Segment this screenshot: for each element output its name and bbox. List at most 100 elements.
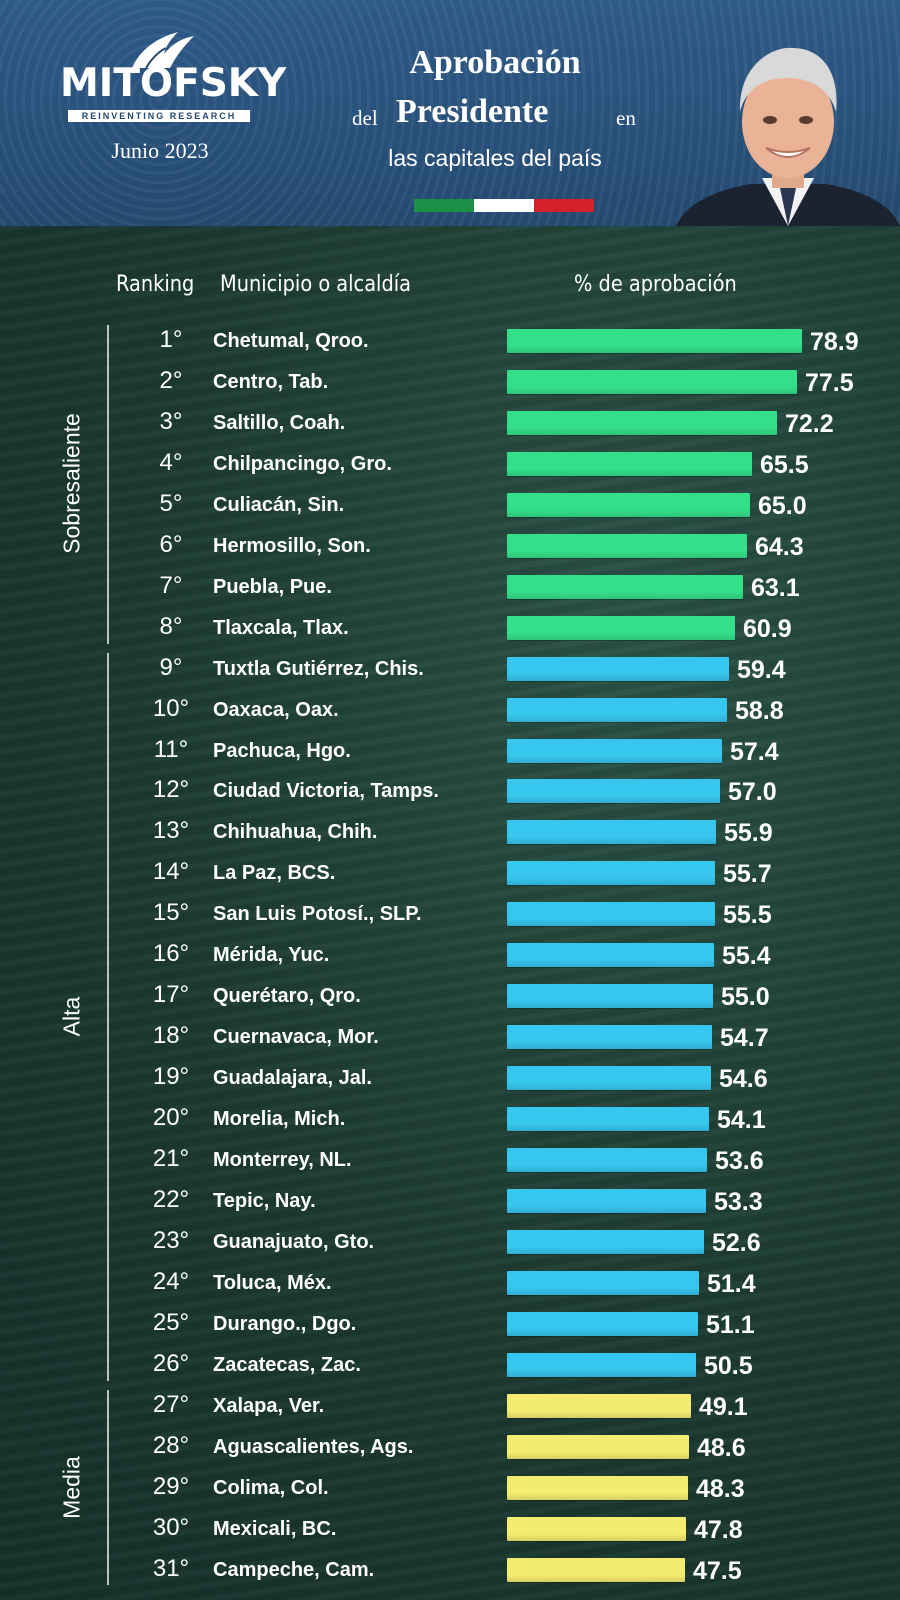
approval-bar: [507, 1557, 685, 1582]
rank-label: 27°: [152, 1390, 190, 1418]
approval-bar: [507, 943, 714, 968]
approval-value: 77.5: [805, 368, 854, 397]
rank-label: 9°: [159, 653, 183, 681]
municipio-label: Pachuca, Hgo.: [213, 739, 351, 762]
approval-value: 54.7: [720, 1024, 769, 1053]
municipio-label: La Paz, BCS.: [213, 862, 336, 885]
municipio-label: Chetumal, Qroo.: [213, 330, 369, 352]
approval-bar: [507, 1188, 706, 1213]
rank-label: 25°: [152, 1308, 190, 1336]
municipio-label: Puebla, Pue.: [213, 575, 332, 598]
municipio-label: Ciudad Victoria, Tamps.: [213, 780, 439, 803]
municipio-label: Tepic, Nay.: [213, 1189, 316, 1212]
rank-label: 14°: [152, 858, 190, 886]
approval-value: 52.6: [712, 1228, 761, 1257]
rank-label: 15°: [152, 899, 190, 927]
approval-value: 65.0: [758, 491, 807, 520]
approval-value: 55.7: [723, 860, 772, 889]
rank-label: 24°: [152, 1267, 190, 1295]
municipio-label: Mérida, Yuc.: [213, 944, 330, 967]
group-label-alta: Alta: [58, 996, 85, 1036]
rank-label: 31°: [152, 1554, 190, 1582]
municipio-label: Mexicali, BC.: [213, 1517, 337, 1540]
title-line-1: Aprobación: [409, 44, 581, 81]
rank-label: 19°: [152, 1063, 190, 1091]
rank-label: 12°: [152, 776, 190, 804]
approval-value: 55.4: [722, 942, 771, 971]
approval-bar: [507, 1025, 712, 1050]
rank-label: 13°: [152, 817, 190, 845]
rank-label: 8°: [159, 612, 183, 640]
approval-bar: [507, 1066, 711, 1091]
approval-value: 59.4: [737, 655, 786, 684]
rank-label: 21°: [152, 1145, 190, 1172]
municipio-label: Chihuahua, Chih.: [213, 821, 378, 844]
approval-bar: [507, 369, 797, 394]
municipio-label: Morelia, Mich.: [213, 1108, 346, 1131]
approval-value: 47.8: [694, 1515, 743, 1544]
approval-bar: [507, 902, 715, 927]
group-divider-line: [107, 652, 109, 1381]
approval-bar: [507, 697, 727, 722]
rank-label: 16°: [152, 940, 190, 968]
approval-value: 58.8: [735, 696, 784, 725]
rank-label: 30°: [152, 1513, 190, 1541]
rank-label: 7°: [159, 571, 183, 599]
approval-value: 53.3: [714, 1187, 763, 1216]
approval-value: 54.1: [717, 1106, 766, 1135]
approval-bar: [507, 410, 777, 435]
survey-date: Junio 2023: [111, 138, 209, 163]
municipio-label: Hermosillo, Son.: [213, 534, 371, 557]
group-divider-line: [107, 325, 109, 644]
approval-value: 47.5: [693, 1556, 742, 1585]
approval-value: 51.1: [706, 1310, 755, 1339]
approval-bar: [507, 1434, 689, 1459]
title-word-presidente: Presidente: [396, 93, 549, 130]
approval-value: 55.9: [724, 819, 773, 848]
municipio-label: Tuxtla Gutiérrez, Chis.: [213, 657, 424, 680]
approval-bar: [507, 820, 716, 845]
municipio-label: Oaxaca, Oax.: [213, 698, 339, 721]
title-word-en: en: [616, 106, 636, 130]
approval-bar: [507, 1270, 699, 1295]
municipio-label: Monterrey, NL.: [213, 1149, 352, 1171]
group-divider-line: [107, 1389, 109, 1586]
flag-green: [414, 199, 474, 212]
approval-bar: [507, 1516, 686, 1541]
rank-label: 29°: [152, 1472, 190, 1500]
municipio-label: Toluca, Méx.: [213, 1271, 332, 1294]
municipio-label: Culiacán, Sin.: [213, 493, 345, 516]
approval-bar: [507, 574, 743, 599]
municipio-label: Chilpancingo, Gro.: [213, 452, 392, 475]
approval-bar: [507, 329, 802, 353]
approval-bar: [507, 1107, 709, 1132]
rank-label: 20°: [152, 1104, 190, 1132]
approval-value: 51.4: [707, 1269, 756, 1298]
approval-bar: [507, 533, 747, 558]
approval-bar: [507, 779, 720, 804]
municipio-label: Cuernavaca, Mor.: [213, 1026, 379, 1049]
rank-label: 23°: [152, 1226, 190, 1254]
bird-logo-icon: [132, 32, 194, 69]
approval-bar: [507, 1393, 691, 1418]
municipio-label: Xalapa, Ver.: [213, 1394, 325, 1417]
rank-label: 17°: [152, 981, 190, 1009]
approval-bar: [507, 656, 729, 681]
column-header-aprobacion: % de aprobación: [574, 272, 737, 297]
approval-value: 72.2: [785, 409, 834, 438]
approval-value: 63.1: [751, 573, 800, 602]
municipio-label: Zacatecas, Zac.: [213, 1353, 361, 1376]
flag-white: [474, 199, 534, 212]
approval-value: 48.3: [696, 1474, 745, 1503]
municipio-label: Saltillo, Coah.: [213, 411, 346, 434]
rank-label: 6°: [159, 530, 183, 558]
approval-bar: [507, 451, 752, 476]
approval-value: 49.1: [699, 1392, 748, 1421]
title-word-del: del: [352, 106, 378, 130]
approval-bar: [507, 1148, 707, 1172]
approval-bar: [507, 1475, 688, 1500]
president-portrait: [676, 47, 900, 226]
municipio-label: Colima, Col.: [213, 1476, 329, 1499]
municipio-label: Campeche, Cam.: [213, 1558, 375, 1581]
approval-value: 48.6: [697, 1433, 746, 1462]
